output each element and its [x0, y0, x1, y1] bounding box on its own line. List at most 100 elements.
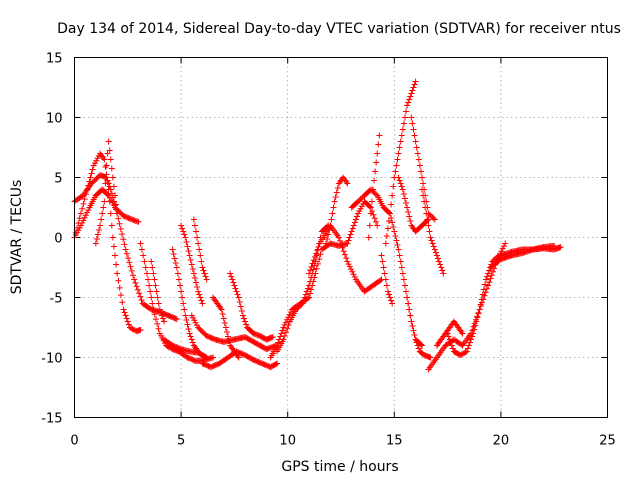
- data-point: [479, 291, 486, 298]
- data-point: [407, 218, 414, 224]
- data-point: [410, 327, 417, 334]
- data-point: [306, 282, 313, 289]
- data-point: [237, 303, 244, 310]
- data-point: [487, 275, 494, 282]
- data-point: [373, 159, 380, 166]
- data-point: [191, 275, 198, 281]
- data-point: [345, 261, 352, 268]
- data-point: [151, 311, 158, 318]
- data-point: [410, 126, 417, 133]
- data-point: [368, 198, 375, 205]
- data-point: [187, 333, 194, 340]
- data-point: [103, 174, 110, 181]
- data-point: [136, 290, 143, 297]
- data-point: [301, 294, 308, 301]
- data-point: [400, 191, 407, 197]
- data-point: [128, 267, 135, 274]
- data-point: [145, 276, 152, 283]
- data-point: [226, 338, 233, 344]
- data-point: [323, 240, 330, 247]
- data-point: [313, 265, 320, 272]
- data-point: [440, 270, 447, 277]
- data-point: [125, 321, 132, 328]
- data-point: [397, 138, 404, 145]
- data-point: [179, 225, 186, 232]
- data-point: [348, 228, 355, 235]
- data-point: [170, 251, 177, 257]
- data-point: [484, 273, 491, 280]
- data-point: [121, 241, 128, 248]
- data-point: [100, 204, 107, 211]
- data-point: [488, 272, 495, 279]
- data-point: [350, 222, 357, 229]
- series-arc-10: [190, 216, 210, 283]
- data-point: [129, 272, 136, 279]
- data-point: [223, 329, 230, 335]
- data-point: [119, 299, 126, 306]
- data-point: [131, 276, 138, 283]
- data-point: [94, 231, 101, 238]
- data-point: [401, 114, 408, 121]
- data-point: [389, 219, 396, 226]
- data-point: [374, 222, 381, 229]
- data-point: [469, 333, 476, 340]
- y-tick-label: 10: [46, 112, 63, 127]
- y-axis-label: SDTVAR / TECUs: [9, 180, 25, 295]
- data-point: [427, 234, 434, 241]
- data-point: [123, 250, 130, 257]
- data-point: [238, 308, 245, 314]
- data-point: [195, 288, 202, 295]
- data-point: [122, 246, 129, 253]
- data-point: [412, 336, 419, 343]
- data-point: [126, 259, 133, 266]
- data-point: [472, 322, 479, 329]
- data-point: [79, 219, 86, 226]
- data-point: [412, 138, 419, 145]
- data-point: [470, 330, 477, 337]
- data-point: [433, 252, 440, 259]
- data-point: [351, 219, 358, 226]
- data-point: [185, 326, 192, 332]
- data-point: [104, 191, 111, 198]
- data-point: [197, 294, 204, 301]
- data-point: [445, 333, 452, 340]
- data-point: [190, 216, 197, 223]
- data-point: [101, 156, 108, 163]
- data-point: [473, 318, 480, 325]
- data-point: [189, 266, 196, 272]
- data-point: [280, 336, 287, 343]
- data-point: [408, 318, 415, 325]
- series-arc-33: [497, 244, 564, 259]
- data-point: [372, 168, 379, 175]
- data-point: [284, 325, 291, 332]
- data-point: [395, 174, 402, 181]
- data-point: [310, 257, 317, 264]
- data-point: [403, 108, 410, 115]
- data-point: [486, 267, 493, 274]
- data-point: [557, 244, 564, 251]
- data-point: [221, 320, 228, 326]
- data-point: [482, 276, 489, 283]
- data-point: [352, 216, 359, 223]
- data-point: [397, 180, 404, 187]
- data-point: [180, 300, 187, 307]
- data-point: [409, 323, 416, 329]
- data-point: [239, 312, 246, 319]
- data-point: [122, 312, 129, 319]
- data-point: [331, 198, 338, 205]
- data-point: [419, 174, 426, 181]
- data-point: [448, 342, 455, 349]
- data-point: [486, 279, 493, 286]
- data-point: [303, 288, 310, 295]
- data-point: [430, 243, 437, 250]
- data-point: [115, 277, 122, 284]
- data-point: [116, 220, 123, 227]
- data-point: [149, 300, 156, 307]
- data-point: [475, 310, 482, 317]
- data-point: [446, 336, 453, 343]
- data-point: [374, 150, 381, 157]
- data-point: [196, 246, 203, 253]
- series-arc-20: [348, 186, 394, 217]
- data-point: [202, 353, 209, 360]
- data-point: [81, 196, 88, 203]
